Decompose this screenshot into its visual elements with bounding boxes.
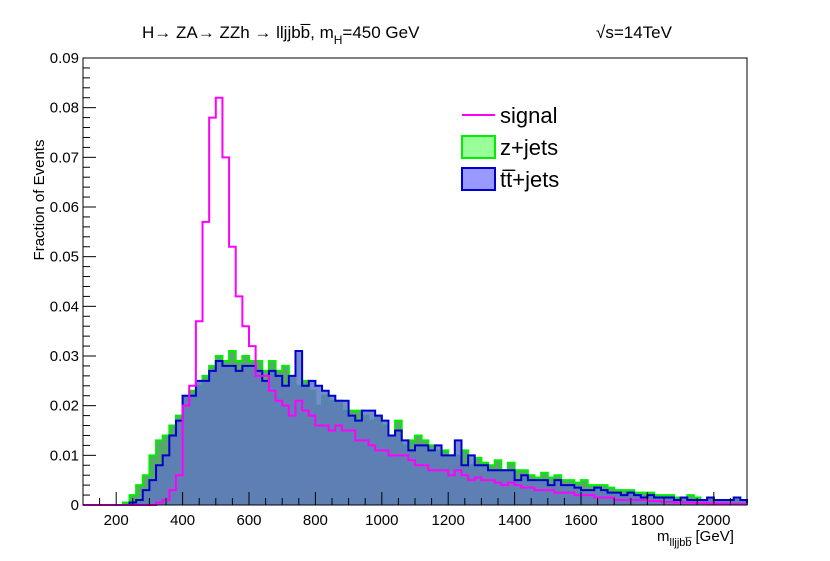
x-tick-label: 1600 [564,512,597,529]
series-outline [83,96,748,506]
legend-swatch [461,167,496,191]
series-fill [83,351,747,505]
y-tick-label: 0.08 [50,100,79,117]
energy-text: s=14TeV [605,23,672,42]
x-axis-label-sub: lljjbb̅ [670,537,693,549]
plot-area [83,96,748,506]
legend-item: signal [462,103,557,128]
y-tick-label: 0.09 [50,50,79,67]
svg-text:H→ ZA→ ZZh → lljjbb̅, mH=450 G: H→ ZA→ ZZh → lljjbb̅, mH=450 GeV [142,23,420,47]
y-axis-label: Fraction of Events [31,140,48,261]
legend: signal z+jets tt̅+jets [461,103,559,192]
title-subscript: H [334,33,343,47]
y-tick-label: 0.02 [50,398,79,415]
y-tick-label: 0.01 [50,447,79,464]
x-axis-label: mlljjbb̅ [GeV] [657,528,734,549]
series-signal [83,96,748,506]
x-tick-label: 2000 [697,512,730,529]
series-tt-jets [83,350,748,506]
legend-label: tt̅+jets [500,167,559,192]
x-tick-label: 200 [104,512,129,529]
x-tick-label: 1400 [498,512,531,529]
x-tick-label: 600 [236,512,261,529]
legend-item: z+jets [461,135,558,160]
energy-label: √s=14TeV [596,23,673,42]
x-tick-label: 1800 [631,512,664,529]
x-tick-label: 1000 [365,512,398,529]
series-outline [83,350,748,506]
y-tick-label: 0.05 [50,249,79,266]
legend-swatch [461,135,496,159]
legend-item: tt̅+jets [461,167,559,192]
x-axis-label-main: m [657,528,670,545]
legend-label: z+jets [500,135,558,160]
title-tail: =450 GeV [342,23,420,42]
y-tick-label: 0 [71,497,79,514]
y-tick-label: 0.03 [50,348,79,365]
x-axis-label-unit: [GeV] [696,528,734,545]
y-tick-label: 0.06 [50,199,79,216]
x-tick-label: 1200 [432,512,465,529]
x-axis: 200 400 600 800 1000 1200 1400 1600 1800 2000 [82,492,748,529]
energy-sqrt: √ [596,23,606,42]
y-tick-label: 0.04 [50,298,79,315]
legend-label: signal [500,103,557,128]
chart-title: H→ ZA→ ZZh → lljjbb̅, mH=450 GeV [142,23,420,47]
y-tick-label: 0.07 [50,149,79,166]
x-tick-label: 800 [303,512,328,529]
title-main: H→ ZA→ ZZh → lljjbb̅, m [142,23,334,42]
y-axis: 0 0.01 0.02 0.03 0.04 0.05 0.06 0.07 0.08 0.09 [50,50,96,514]
svg-text:mlljjbb̅[GeV]: mlljjbb̅ [GeV] [657,528,734,549]
x-tick-label: 400 [170,512,195,529]
